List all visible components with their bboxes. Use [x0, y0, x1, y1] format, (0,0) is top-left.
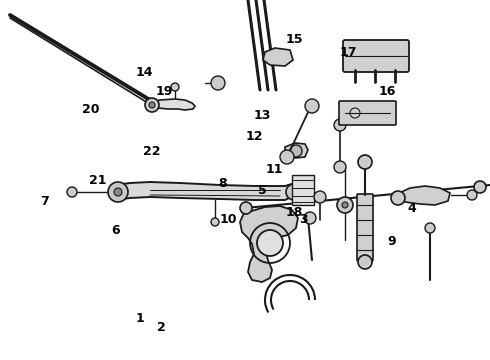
- Text: 21: 21: [89, 174, 107, 186]
- Circle shape: [337, 197, 353, 213]
- Circle shape: [314, 191, 326, 203]
- Circle shape: [211, 76, 225, 90]
- Text: 18: 18: [285, 206, 303, 219]
- Circle shape: [286, 184, 302, 200]
- FancyBboxPatch shape: [357, 194, 373, 261]
- Text: 1: 1: [135, 312, 144, 325]
- Circle shape: [358, 255, 372, 269]
- Polygon shape: [148, 99, 195, 110]
- Polygon shape: [285, 143, 308, 158]
- Text: 13: 13: [253, 109, 271, 122]
- Polygon shape: [240, 206, 298, 282]
- Circle shape: [304, 212, 316, 224]
- Text: 17: 17: [339, 46, 357, 59]
- Circle shape: [149, 102, 155, 108]
- Text: 20: 20: [82, 103, 99, 116]
- Circle shape: [145, 98, 159, 112]
- Circle shape: [108, 182, 128, 202]
- Text: 12: 12: [246, 130, 264, 143]
- Circle shape: [342, 202, 348, 208]
- Circle shape: [280, 150, 294, 164]
- Text: 10: 10: [219, 213, 237, 226]
- Polygon shape: [263, 48, 293, 66]
- Text: 14: 14: [136, 66, 153, 78]
- Circle shape: [257, 230, 283, 256]
- Text: 4: 4: [407, 202, 416, 215]
- Text: 15: 15: [285, 33, 303, 46]
- Circle shape: [334, 161, 346, 173]
- Circle shape: [358, 155, 372, 169]
- Text: 9: 9: [388, 235, 396, 248]
- Circle shape: [425, 223, 435, 233]
- Text: 19: 19: [155, 85, 173, 98]
- FancyBboxPatch shape: [343, 40, 409, 72]
- FancyBboxPatch shape: [339, 101, 396, 125]
- Text: 22: 22: [143, 145, 161, 158]
- Circle shape: [391, 191, 405, 205]
- Text: 3: 3: [299, 213, 308, 226]
- Circle shape: [290, 145, 302, 157]
- Circle shape: [67, 187, 77, 197]
- Text: 8: 8: [219, 177, 227, 190]
- Circle shape: [114, 188, 122, 196]
- Text: 16: 16: [378, 85, 396, 98]
- Circle shape: [240, 202, 252, 214]
- Circle shape: [211, 218, 219, 226]
- Circle shape: [467, 190, 477, 200]
- Text: 7: 7: [40, 195, 49, 208]
- Text: 6: 6: [111, 224, 120, 237]
- Circle shape: [305, 99, 319, 113]
- Text: 11: 11: [266, 163, 283, 176]
- Circle shape: [474, 181, 486, 193]
- Polygon shape: [115, 182, 295, 200]
- Circle shape: [171, 83, 179, 91]
- Circle shape: [334, 119, 346, 131]
- Polygon shape: [395, 186, 450, 205]
- Text: 2: 2: [157, 321, 166, 334]
- Text: 5: 5: [258, 184, 267, 197]
- Bar: [292, 175, 314, 205]
